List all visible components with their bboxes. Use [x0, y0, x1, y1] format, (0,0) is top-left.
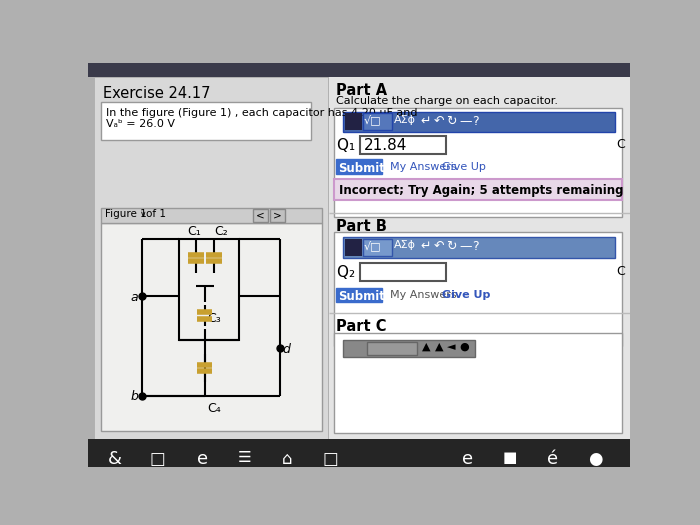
Text: b: b: [131, 390, 139, 403]
Text: ↶: ↶: [434, 240, 444, 253]
Text: ◄: ◄: [447, 342, 456, 352]
Bar: [363, 113, 392, 130]
Text: ?: ?: [472, 114, 479, 128]
Text: ↻: ↻: [447, 114, 457, 128]
Text: Figure 1: Figure 1: [105, 209, 147, 219]
Text: C₄: C₄: [208, 402, 221, 415]
Text: Submit: Submit: [338, 162, 385, 174]
Bar: [334, 233, 622, 346]
Bar: [360, 136, 446, 154]
Bar: [335, 288, 382, 302]
Text: ↵: ↵: [421, 240, 431, 253]
Text: ↵: ↵: [421, 114, 431, 128]
Bar: [270, 208, 285, 222]
Text: Give Up: Give Up: [442, 162, 486, 172]
Text: C₃: C₃: [208, 312, 221, 324]
Text: a: a: [131, 291, 139, 304]
Text: —: —: [459, 114, 472, 128]
Text: ●: ●: [588, 449, 603, 468]
Bar: [345, 113, 362, 130]
Text: <: <: [256, 210, 265, 220]
Text: ▲: ▲: [435, 342, 443, 352]
Bar: [102, 223, 322, 431]
Bar: [343, 237, 615, 258]
Text: >: >: [273, 210, 281, 220]
Text: ▲: ▲: [422, 342, 430, 352]
Text: √□: √□: [363, 114, 381, 125]
Text: &: &: [108, 449, 122, 468]
Text: —: —: [459, 240, 472, 253]
Bar: [345, 238, 362, 256]
Text: □: □: [149, 449, 165, 468]
Text: é: é: [547, 449, 558, 468]
Text: ?: ?: [472, 240, 479, 253]
Text: Part A: Part A: [335, 83, 386, 98]
Bar: [334, 108, 622, 217]
Text: of 1: of 1: [146, 209, 167, 219]
Text: ∨: ∨: [140, 210, 147, 219]
Text: 21.84: 21.84: [364, 139, 407, 153]
Bar: [334, 332, 622, 433]
Text: AΣϕ: AΣϕ: [394, 240, 416, 250]
Text: Part C: Part C: [335, 319, 386, 334]
Text: ■: ■: [503, 449, 517, 465]
Text: AΣϕ: AΣϕ: [394, 114, 416, 124]
Bar: [367, 342, 417, 355]
Text: Vₐᵇ = 26.0 V: Vₐᵇ = 26.0 V: [106, 119, 175, 129]
Text: Incorrect; Try Again; 5 attempts remaining: Incorrect; Try Again; 5 attempts remaini…: [340, 184, 624, 197]
Bar: [360, 263, 446, 281]
Text: □: □: [322, 449, 338, 468]
Bar: [253, 208, 268, 222]
Text: Q₂ =: Q₂ =: [337, 265, 373, 280]
Bar: [179, 238, 239, 340]
Text: ↻: ↻: [447, 240, 457, 253]
Text: Submit: Submit: [338, 290, 385, 303]
Bar: [88, 63, 630, 77]
Bar: [335, 159, 382, 174]
Bar: [363, 238, 392, 256]
Bar: [102, 101, 311, 140]
Text: My Answers: My Answers: [390, 290, 456, 300]
Text: e: e: [197, 449, 208, 468]
Bar: [334, 178, 622, 200]
Text: ☰: ☰: [238, 450, 251, 465]
Text: Q₁ =: Q₁ =: [337, 138, 373, 153]
Text: ↶: ↶: [434, 114, 444, 128]
Bar: [343, 111, 615, 132]
Text: My Answers: My Answers: [390, 162, 456, 172]
Text: Part B: Part B: [335, 219, 386, 234]
Bar: [88, 439, 630, 467]
Text: Calculate the charge on each capacitor.: Calculate the charge on each capacitor.: [335, 96, 557, 106]
Text: C₂: C₂: [215, 225, 228, 238]
Text: √□: √□: [363, 240, 381, 251]
Text: Give Up: Give Up: [442, 290, 491, 300]
Text: In the figure (Figure 1) , each capacitor has 4.20 μF and: In the figure (Figure 1) , each capacito…: [106, 108, 418, 118]
Bar: [329, 77, 630, 439]
Text: Exercise 24.17: Exercise 24.17: [103, 86, 211, 101]
Text: ⌂: ⌂: [282, 450, 293, 468]
Bar: [102, 208, 322, 223]
Text: d: d: [283, 342, 290, 355]
Text: C: C: [616, 138, 625, 151]
Text: C: C: [616, 265, 625, 278]
Text: e: e: [462, 449, 472, 468]
Bar: [343, 340, 475, 357]
Text: ●: ●: [459, 342, 469, 352]
Text: C₁: C₁: [188, 225, 201, 238]
Bar: [94, 77, 328, 439]
